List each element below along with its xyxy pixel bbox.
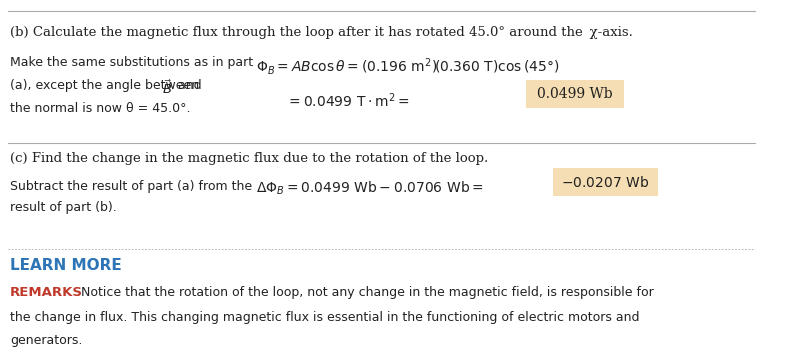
Text: (a), except the angle between: (a), except the angle between: [10, 79, 203, 92]
Text: $\vec{B}$: $\vec{B}$: [163, 79, 173, 97]
FancyBboxPatch shape: [553, 168, 658, 196]
Text: $-0.0207\ \mathrm{Wb}$: $-0.0207\ \mathrm{Wb}$: [562, 175, 650, 190]
Text: 0.0499 Wb: 0.0499 Wb: [537, 87, 613, 101]
Text: the normal is now θ = 45.0°.: the normal is now θ = 45.0°.: [10, 102, 190, 115]
Text: the change in flux. This changing magnetic flux is essential in the functioning : the change in flux. This changing magnet…: [10, 311, 639, 324]
Text: $\Delta\Phi_B = 0.0499\ \mathrm{Wb} - 0.0706\ \mathrm{Wb} = $: $\Delta\Phi_B = 0.0499\ \mathrm{Wb} - 0.…: [255, 180, 483, 197]
Text: Subtract the result of part (a) from the: Subtract the result of part (a) from the: [10, 180, 252, 193]
Text: $= 0.0499\ \mathrm{T} \cdot \mathrm{m}^2 = $: $= 0.0499\ \mathrm{T} \cdot \mathrm{m}^2…: [286, 92, 409, 110]
Text: LEARN MORE: LEARN MORE: [10, 258, 122, 273]
Text: (b) Calculate the magnetic flux through the loop after it has rotated 45.0° arou: (b) Calculate the magnetic flux through …: [10, 26, 633, 40]
FancyBboxPatch shape: [526, 80, 624, 108]
Text: and: and: [174, 79, 201, 92]
Text: (c) Find the change in the magnetic flux due to the rotation of the loop.: (c) Find the change in the magnetic flux…: [10, 152, 488, 165]
Text: Make the same substitutions as in part: Make the same substitutions as in part: [10, 56, 253, 70]
Text: $\Phi_B = AB\cos\theta = \left(0.196\ \mathrm{m}^2\right)\!\left(0.360\ \mathrm{: $\Phi_B = AB\cos\theta = \left(0.196\ \m…: [255, 56, 559, 77]
Text: Notice that the rotation of the loop, not any change in the magnetic field, is r: Notice that the rotation of the loop, no…: [73, 286, 654, 299]
Text: result of part (b).: result of part (b).: [10, 201, 117, 214]
Text: generators.: generators.: [10, 334, 82, 347]
Text: REMARKS: REMARKS: [10, 286, 83, 299]
